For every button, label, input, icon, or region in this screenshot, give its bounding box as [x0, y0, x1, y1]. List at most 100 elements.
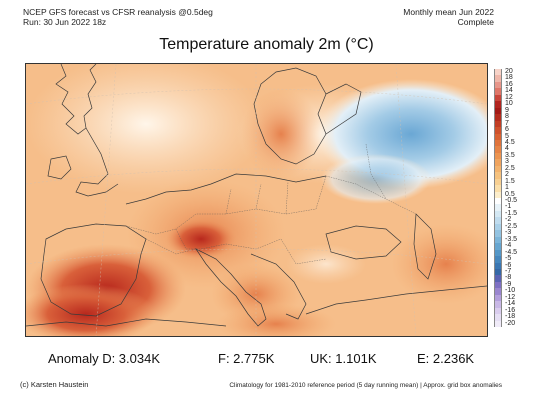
uk-stat: UK: 1.101K	[310, 351, 377, 366]
colorbar-tick-label: 2.5	[505, 164, 515, 172]
run-info: NCEP GFS forecast vs CFSR reanalysis @0.…	[23, 7, 213, 27]
colorbar-tick-label: -7	[505, 267, 512, 275]
colorbar-swatch	[494, 191, 502, 199]
colorbar-tick-label: -2.5	[505, 222, 518, 230]
colorbar-swatch	[494, 120, 502, 128]
pale-anomaly-zone	[286, 244, 366, 284]
pale-anomaly-zone	[26, 64, 266, 194]
colorbar-tick-label: 0.5	[505, 190, 515, 198]
colorbar-swatch	[494, 230, 502, 238]
colorbar-tick-label: -16	[505, 306, 516, 314]
colorbar-swatch	[494, 301, 502, 309]
colorbar-swatch	[494, 223, 502, 231]
colorbar-swatch	[494, 69, 502, 76]
climatology-note: Climatology for 1981-2010 reference peri…	[229, 382, 502, 389]
colorbar-swatch	[494, 81, 502, 89]
colorbar-swatch	[494, 256, 502, 263]
colorbar-tick-label: -20	[505, 319, 516, 327]
colorbar-swatch	[494, 275, 502, 283]
colorbar-swatch	[494, 172, 502, 180]
colorbar-tick-label: 14	[505, 87, 513, 95]
coastline-great-britain	[75, 127, 119, 197]
colorbar-swatch	[494, 288, 502, 296]
colorbar-tick-label: 12	[505, 93, 513, 101]
anomaly-domain-stat: Anomaly D: 3.034K	[48, 351, 161, 366]
colorbar-swatch	[494, 185, 502, 193]
colorbar-swatch	[494, 204, 502, 212]
colorbar-tick-label: 18	[505, 74, 513, 82]
colorbar-tick-label: 6	[505, 126, 509, 134]
coastline-italy	[194, 248, 267, 327]
country-borders	[125, 143, 417, 265]
coastline-uk-north	[55, 64, 97, 135]
colorbar-tick-label: 1	[505, 184, 509, 192]
colorbar-tick-label: 4	[505, 145, 509, 153]
colorbar-swatch	[494, 249, 502, 257]
colorbar-swatch	[494, 262, 502, 270]
colorbar-swatch	[494, 320, 502, 328]
colorbar-tick-label: 16	[505, 80, 513, 88]
warm-anomaly-mediterranean	[216, 304, 336, 336]
model-label: NCEP GFS forecast vs CFSR reanalysis @0.…	[23, 7, 213, 17]
colorbar-swatch	[494, 178, 502, 186]
graticule	[26, 64, 487, 336]
colorbar-tick-label: 4.5	[505, 138, 515, 146]
colorbar-swatch	[494, 152, 502, 160]
colorbar-tick-label: 7	[505, 119, 509, 127]
coastline-finland	[325, 83, 362, 135]
colorbar-swatch	[494, 159, 502, 167]
colorbar-tick-label: -1.5	[505, 209, 518, 217]
colorbar-swatch	[494, 94, 502, 102]
completeness-label: Complete	[457, 17, 494, 27]
colorbar-swatch	[494, 165, 502, 173]
colorbar-swatch	[494, 101, 502, 109]
colorbar-swatch	[494, 281, 502, 289]
colorbar-swatch	[494, 243, 502, 251]
period-label: Monthly mean Jun 2022	[403, 7, 494, 17]
colorbar-tick-label: -4	[505, 242, 512, 250]
colorbar-tick-label: -3	[505, 229, 512, 237]
colorbar-swatch	[494, 114, 502, 122]
warm-anomaly-caspian	[391, 224, 487, 304]
hot-anomaly-alps	[166, 219, 236, 259]
warm-anomaly-scandinavia	[241, 89, 321, 179]
colorbar-tick-label: -18	[505, 313, 516, 321]
coastline-black-sea	[325, 225, 402, 260]
colorbar-tick-label: -12	[505, 293, 516, 301]
colorbar-swatch	[494, 107, 502, 115]
colorbar-tick-label: -6	[505, 261, 512, 269]
colorbar-swatch	[494, 139, 502, 147]
colorbar-tick-label: -10	[505, 287, 516, 295]
colorbar-tick-label: 10	[505, 100, 513, 108]
colorbar-swatch	[494, 307, 502, 315]
colorbar-swatch	[494, 314, 502, 322]
colorbar-tick-label: 9	[505, 106, 509, 114]
colorbar-tick-label: -14	[505, 300, 516, 308]
colorbar-swatch	[494, 88, 502, 96]
coastlines	[26, 64, 487, 327]
colorbar-tick-label: 1.5	[505, 177, 515, 185]
colorbar-swatch	[494, 268, 502, 276]
colorbar-tick-label: 2	[505, 171, 509, 179]
colorbar-tick-label: -4.5	[505, 248, 518, 256]
coastline-north-europe	[125, 173, 327, 205]
colorbar-swatch	[494, 217, 502, 225]
coastline-north-africa	[26, 318, 227, 327]
colorbar-tick-label: -9	[505, 280, 512, 288]
colorbar-swatch	[494, 127, 502, 134]
colorbar-tick-label: 5	[505, 132, 509, 140]
cold-anomaly-russia	[321, 154, 431, 204]
colorbar-swatch	[494, 198, 502, 205]
colorbar-tick-label: -3.5	[505, 235, 518, 243]
period-info: Monthly mean Jun 2022 Complete	[403, 7, 494, 27]
anomaly-map-canvas	[26, 64, 487, 336]
colorbar-swatch	[494, 133, 502, 141]
colorbar-tick-label: -5	[505, 255, 512, 263]
spain-stat: E: 2.236K	[417, 351, 475, 366]
map-title: Temperature anomaly 2m (°C)	[159, 36, 374, 53]
colorbar-tick-label: 3	[505, 158, 509, 166]
colorbar-swatch	[494, 146, 502, 154]
anomaly-map	[25, 63, 488, 337]
colorbar-tick-label: -2	[505, 216, 512, 224]
colorbar-tick-label: 20	[505, 68, 513, 75]
